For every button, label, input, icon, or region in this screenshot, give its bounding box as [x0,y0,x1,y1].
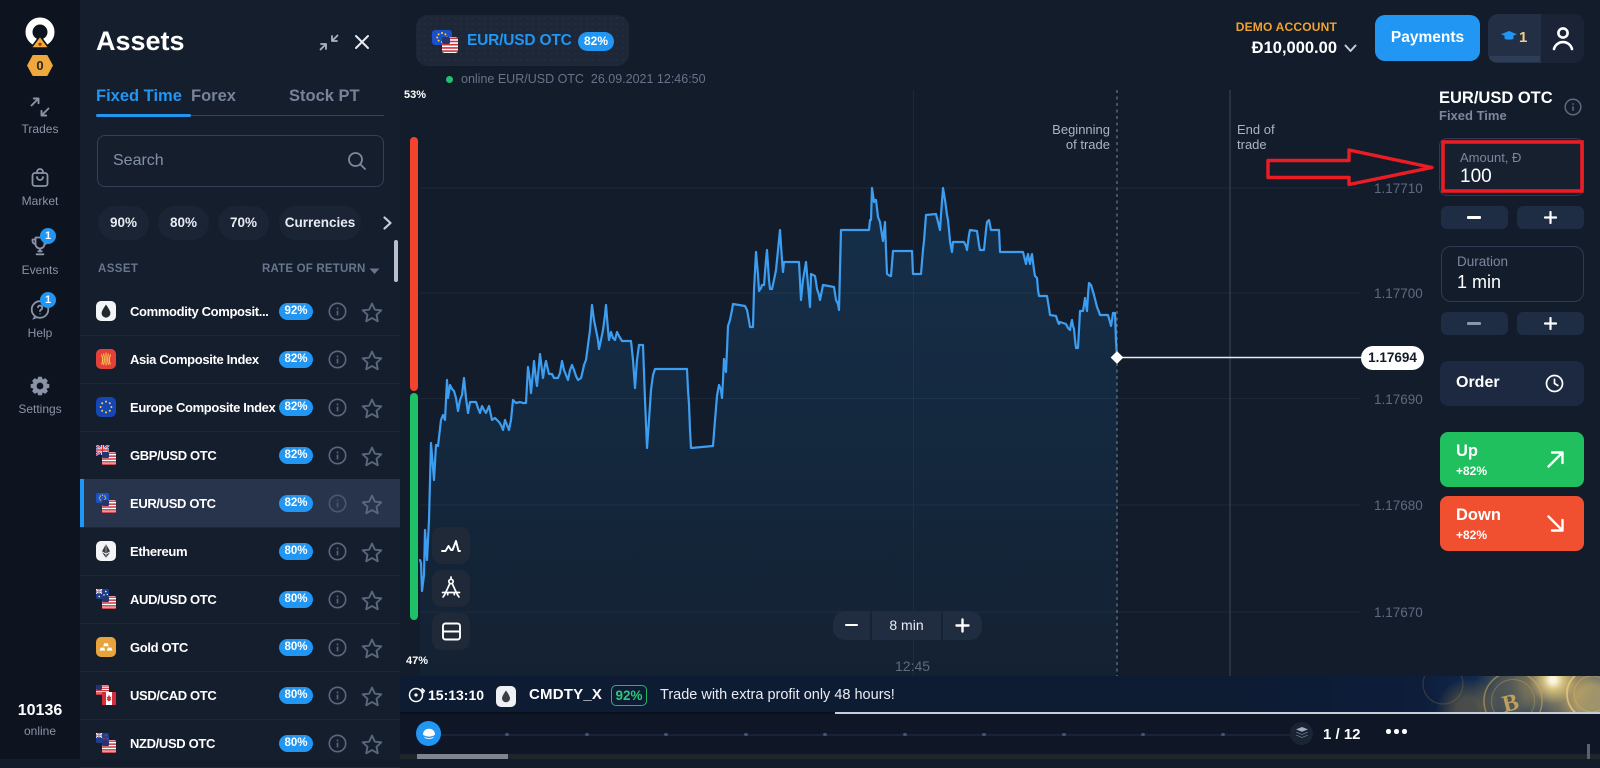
svg-text:B: B [1500,689,1522,712]
